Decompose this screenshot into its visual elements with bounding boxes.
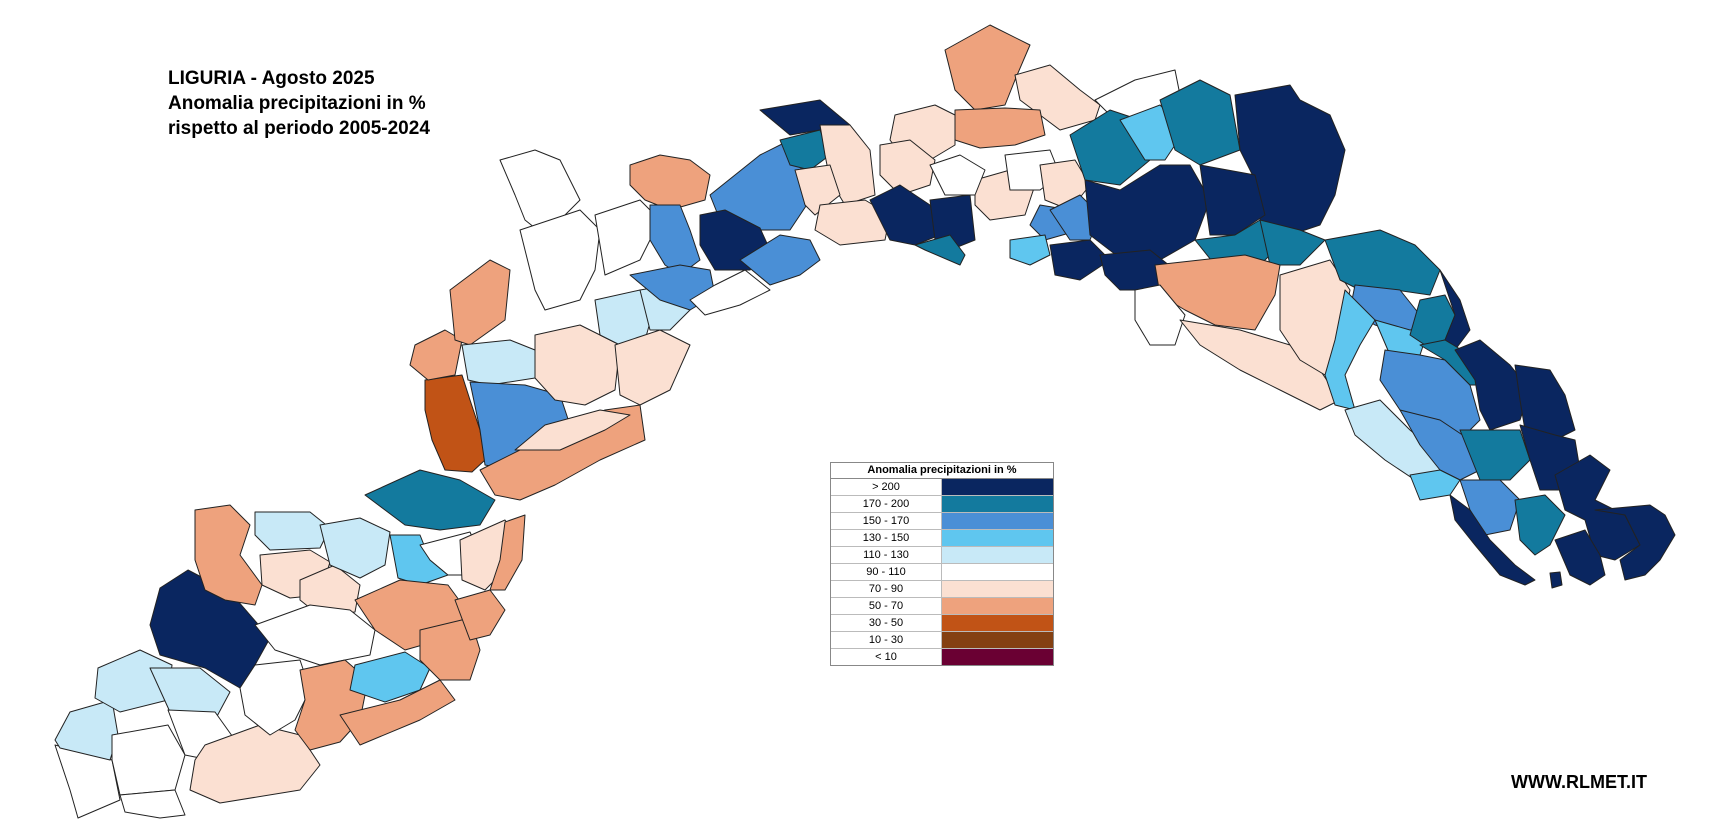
legend-swatch [942, 581, 1053, 597]
title-line-1: LIGURIA - Agosto 2025 [168, 68, 375, 89]
municipality [1409, 469, 1461, 501]
municipality [319, 517, 391, 579]
legend-row: 110 - 130 [831, 547, 1053, 564]
municipality [1399, 409, 1481, 481]
legend-swatch [942, 632, 1053, 648]
legend-row: 170 - 200 [831, 496, 1053, 513]
legend-row: 30 - 50 [831, 615, 1053, 632]
municipality [879, 139, 936, 196]
municipality [1259, 219, 1326, 266]
municipality [1554, 529, 1606, 586]
title-line-3: rispetto al periodo 2005-2024 [168, 118, 430, 139]
municipality [1514, 364, 1576, 441]
municipality [534, 324, 621, 406]
municipality [149, 667, 231, 721]
legend-label: 70 - 90 [831, 581, 942, 597]
legend-row: 70 - 90 [831, 581, 1053, 598]
municipality [514, 409, 631, 451]
municipality [739, 234, 821, 286]
title-line-2: Anomalia precipitazioni in % [168, 93, 426, 114]
legend-swatch [942, 496, 1053, 512]
municipality [929, 194, 976, 251]
municipality [424, 374, 486, 473]
legend-label: 150 - 170 [831, 513, 942, 529]
municipality [1594, 504, 1676, 581]
legend-swatch [942, 547, 1053, 563]
municipality [364, 469, 496, 531]
legend-label: < 10 [831, 649, 942, 665]
legend-row: 90 - 110 [831, 564, 1053, 581]
legend-swatch [942, 615, 1053, 631]
legend-row: 50 - 70 [831, 598, 1053, 615]
website-label: WWW.RLMET.IT [1511, 772, 1647, 792]
municipality [239, 659, 311, 736]
legend-label: 110 - 130 [831, 547, 942, 563]
municipality [1134, 284, 1186, 346]
legend-row: 130 - 150 [831, 530, 1053, 547]
municipality [1049, 239, 1111, 281]
municipality [519, 209, 601, 311]
municipality [1459, 429, 1531, 481]
legend-swatch [942, 564, 1053, 580]
municipality [1449, 494, 1536, 586]
legend-row: < 10 [831, 649, 1053, 665]
legend-label: 10 - 30 [831, 632, 942, 648]
municipality [454, 589, 506, 641]
legend-swatch [942, 479, 1053, 495]
municipality [449, 259, 511, 346]
municipality [689, 269, 771, 316]
legend-label: 130 - 150 [831, 530, 942, 546]
municipality [489, 514, 526, 591]
municipality [254, 604, 376, 666]
legend-swatch [942, 530, 1053, 546]
municipality [629, 154, 711, 211]
municipality [111, 724, 186, 796]
legend-row: > 200 [831, 479, 1053, 496]
legend: Anomalia precipitazioni in % > 200 170 -… [830, 462, 1054, 666]
legend-row: 10 - 30 [831, 632, 1053, 649]
municipality [254, 511, 331, 551]
municipality [339, 679, 456, 746]
legend-label: > 200 [831, 479, 942, 495]
legend-row: 150 - 170 [831, 513, 1053, 530]
municipality [194, 504, 263, 606]
municipality [1179, 319, 1341, 411]
municipality [649, 204, 701, 276]
municipality [1324, 229, 1441, 296]
municipality [614, 329, 691, 406]
municipality [119, 789, 186, 819]
legend-label: 170 - 200 [831, 496, 942, 512]
legend-label: 30 - 50 [831, 615, 942, 631]
municipality [1009, 234, 1051, 266]
municipality [1199, 164, 1266, 236]
municipality [1454, 339, 1531, 431]
legend-title: Anomalia precipitazioni in % [831, 463, 1053, 479]
municipality [914, 234, 966, 266]
municipality [1549, 571, 1563, 589]
map-title: LIGURIA - Agosto 2025 Anomalia precipita… [168, 66, 430, 141]
legend-swatch [942, 649, 1053, 665]
municipality [779, 129, 831, 171]
legend-label: 50 - 70 [831, 598, 942, 614]
legend-swatch [942, 598, 1053, 614]
municipality [929, 154, 986, 196]
municipality [409, 329, 463, 381]
municipality [461, 339, 536, 386]
municipality [1084, 164, 1211, 261]
municipality [954, 107, 1046, 149]
legend-swatch [942, 513, 1053, 529]
municipality [944, 24, 1031, 111]
municipality [814, 199, 891, 246]
municipality [1514, 494, 1566, 556]
legend-label: 90 - 110 [831, 564, 942, 580]
